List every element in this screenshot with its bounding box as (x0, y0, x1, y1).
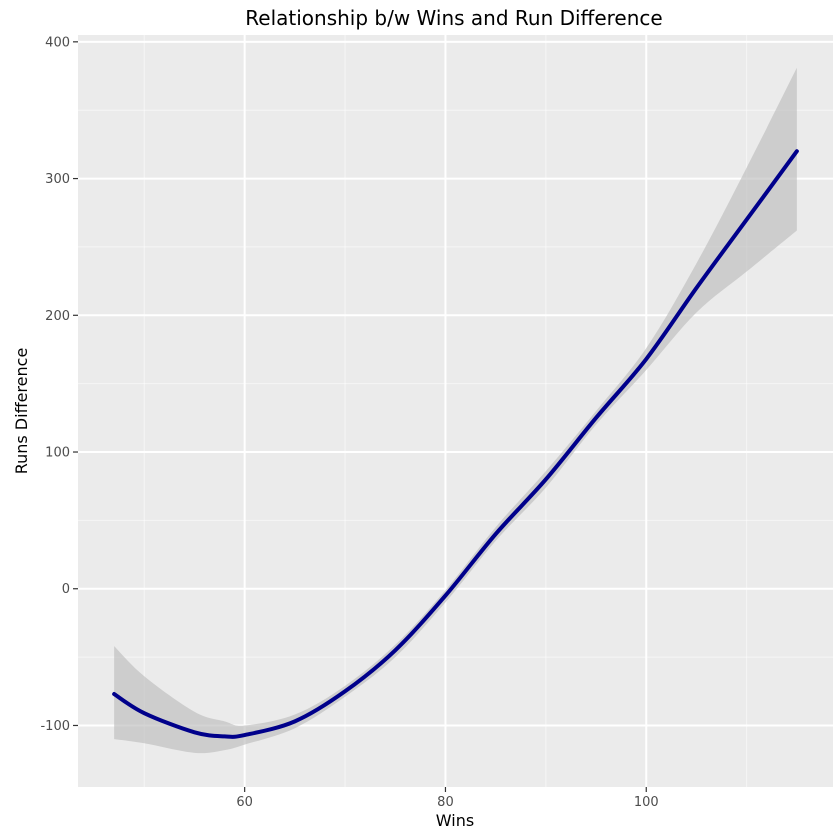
chart-title: Relationship b/w Wins and Run Difference (245, 6, 662, 30)
y-tick-label: 100 (45, 446, 70, 461)
x-tick-label: 60 (236, 795, 253, 810)
series-layer (112, 149, 799, 739)
x-tick-label: 100 (634, 795, 659, 810)
smooth-trend-line (112, 149, 799, 739)
y-tick-label: 200 (45, 309, 70, 324)
x-axis: 60 80 100 (236, 787, 659, 810)
x-tick-label: 80 (437, 795, 454, 810)
y-tick-label: 300 (45, 172, 70, 187)
y-tick-label: 400 (45, 35, 70, 50)
plot-panel (78, 35, 833, 787)
minor-gridlines (78, 35, 833, 787)
y-tick-label: 0 (62, 582, 70, 597)
y-tick-label: -100 (40, 719, 70, 734)
y-axis: -100 0 100 200 300 400 (40, 35, 78, 734)
x-axis-title: Wins (436, 811, 474, 830)
y-axis-title: Runs Difference (12, 348, 31, 475)
